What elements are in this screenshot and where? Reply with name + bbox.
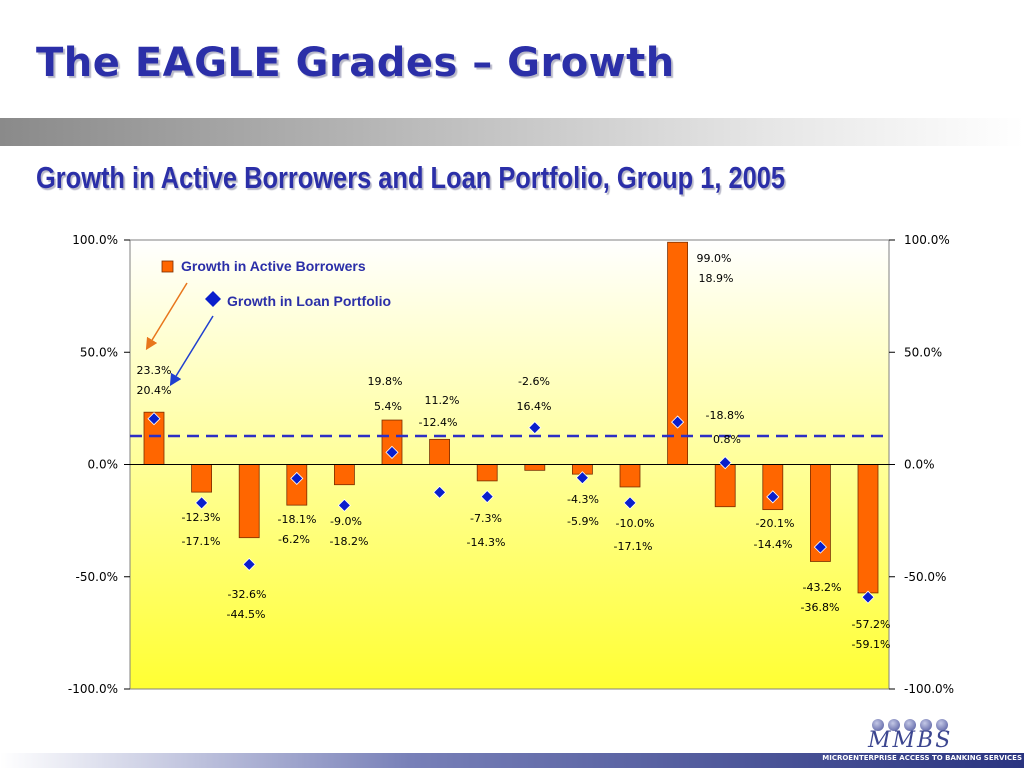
diamond-loan-portfolio xyxy=(623,496,637,510)
bar-data-label: -18.1% xyxy=(278,513,317,526)
left-axis-tick-label: -50.0% xyxy=(76,570,118,584)
bar-data-label: -4.3% xyxy=(567,493,599,506)
right-axis-tick-label: -100.0% xyxy=(904,682,954,696)
diamond-data-label: 20.4% xyxy=(137,384,172,397)
left-axis-tick-label: -100.0% xyxy=(68,682,118,696)
bar-data-label: -57.2% xyxy=(852,618,891,631)
footer-bar: MICROENTERPRISE ACCESS TO BANKING SERVIC… xyxy=(0,753,1024,768)
bar-active-borrowers xyxy=(333,464,355,486)
diamond-data-label: -12.4% xyxy=(419,416,458,429)
diamond-loan-portfolio xyxy=(290,471,304,485)
diamond-data-label: -44.5% xyxy=(227,608,266,621)
left-axis-tick-label: 0.0% xyxy=(88,458,119,472)
bar-active-borrowers xyxy=(667,241,688,465)
footer-text: MICROENTERPRISE ACCESS TO BANKING SERVIC… xyxy=(822,754,1022,762)
bar-active-borrowers xyxy=(524,464,546,471)
title-gradient-band xyxy=(0,118,1024,146)
legend-diamond-swatch xyxy=(205,291,221,307)
diamond-data-label: -17.1% xyxy=(614,540,653,553)
diamond-data-label: -59.1% xyxy=(852,638,891,651)
diamond-loan-portfolio xyxy=(195,496,209,510)
bar-data-label: -18.8% xyxy=(706,409,745,422)
right-axis-tick-label: 50.0% xyxy=(904,345,942,359)
bar-data-label: 23.3% xyxy=(137,364,172,377)
bar-data-label: 19.8% xyxy=(368,375,403,388)
chart-subtitle: Growth in Active Borrowers and Loan Port… xyxy=(36,160,786,195)
diamond-data-label: 0.8% xyxy=(713,433,741,446)
left-axis-tick-label: 50.0% xyxy=(80,345,118,359)
diamond-loan-portfolio xyxy=(718,456,732,470)
bar-active-borrowers xyxy=(714,464,736,508)
legend-arrow-loan-portfolio xyxy=(169,315,214,387)
bar-active-borrowers xyxy=(476,464,498,482)
diamond-data-label: -36.8% xyxy=(801,601,840,614)
diamond-data-label: 18.9% xyxy=(699,272,734,285)
diamond-data-label: -6.2% xyxy=(278,533,310,546)
bar-active-borrowers xyxy=(238,464,260,539)
bar-data-label: -20.1% xyxy=(756,517,795,530)
growth-chart: 100.0% 100.0% 50.0% 50.0% 0.0% 0.0% -50.0% -50.… xyxy=(68,233,954,696)
diamond-loan-portfolio xyxy=(813,540,827,554)
bar-data-label: 99.0% xyxy=(697,252,732,265)
bar-data-label: -9.0% xyxy=(330,515,362,528)
diamond-loan-portfolio xyxy=(528,421,542,435)
bar-data-label: -10.0% xyxy=(616,517,655,530)
right-axis-tick-label: 0.0% xyxy=(904,458,935,472)
bar-active-borrowers xyxy=(619,464,641,488)
logo-dots xyxy=(872,716,952,735)
diamond-loan-portfolio xyxy=(147,412,161,426)
bar-active-borrowers xyxy=(429,438,451,465)
diamond-data-label: -14.4% xyxy=(754,538,793,551)
logo-wordmark: MMBS xyxy=(868,728,953,753)
bar-data-label: -32.6% xyxy=(228,588,267,601)
mabs-logo: MMBS xyxy=(862,716,982,756)
diamond-data-label: -14.3% xyxy=(467,536,506,549)
slide-title: The EAGLE Grades – Growth xyxy=(36,40,675,86)
legend-bar-swatch xyxy=(161,260,174,273)
legend-label-borrowers: Growth in Active Borrowers xyxy=(181,258,366,274)
left-axis-tick-label: 100.0% xyxy=(72,233,118,247)
diamond-loan-portfolio xyxy=(671,415,685,429)
bar-active-borrowers xyxy=(191,464,213,493)
diamond-loan-portfolio xyxy=(575,471,589,485)
right-axis-tick-label: 100.0% xyxy=(904,233,950,247)
diamond-loan-portfolio xyxy=(337,498,351,512)
bar-data-label: -12.3% xyxy=(182,511,221,524)
diamond-loan-portfolio xyxy=(433,485,447,499)
right-axis-tick-label: -50.0% xyxy=(904,570,946,584)
diamond-data-label: -17.1% xyxy=(182,535,221,548)
diamond-loan-portfolio xyxy=(861,590,875,604)
bar-active-borrowers xyxy=(857,464,879,594)
diamond-data-label: -5.9% xyxy=(567,515,599,528)
legend-arrow-borrowers xyxy=(145,282,188,351)
diamond-data-label: 5.4% xyxy=(374,400,402,413)
legend-label-loan-portfolio: Growth in Loan Portfolio xyxy=(227,293,391,309)
bar-data-label: -43.2% xyxy=(803,581,842,594)
diamond-loan-portfolio xyxy=(385,445,399,459)
bar-data-label: -7.3% xyxy=(470,512,502,525)
diamond-loan-portfolio xyxy=(242,557,256,571)
bar-data-label: 11.2% xyxy=(425,394,460,407)
diamond-data-label: 16.4% xyxy=(517,400,552,413)
diamond-loan-portfolio xyxy=(480,490,494,504)
diamond-loan-portfolio xyxy=(766,490,780,504)
diamond-data-label: -18.2% xyxy=(330,535,369,548)
bar-data-label: -2.6% xyxy=(518,375,550,388)
